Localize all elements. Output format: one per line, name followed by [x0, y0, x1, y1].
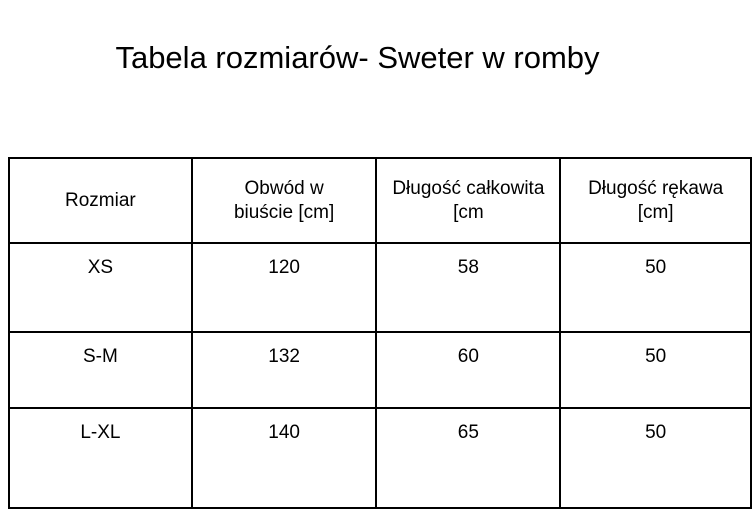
- cell-total-length: 58: [375, 242, 562, 333]
- column-header-total-length: Długość całkowita [cm: [375, 157, 562, 244]
- size-table: Rozmiar Obwód w biuście [cm] Długość cał…: [8, 157, 752, 509]
- cell-sleeve-length: 50: [559, 331, 752, 409]
- column-header-size: Rozmiar: [8, 157, 193, 244]
- cell-bust: 120: [190, 242, 378, 333]
- header-row: Rozmiar Obwód w biuście [cm] Długość cał…: [8, 157, 752, 244]
- table-row: XS 120 58 50: [8, 242, 752, 333]
- cell-total-length: 65: [375, 407, 562, 509]
- cell-sleeve-length: 50: [559, 242, 752, 333]
- column-header-sleeve-length: Długość rękawa [cm]: [559, 157, 752, 244]
- cell-bust: 132: [190, 331, 378, 409]
- cell-sleeve-length: 50: [559, 407, 752, 509]
- cell-size: S-M: [8, 331, 193, 409]
- table-row: S-M 132 60 50: [8, 331, 752, 409]
- cell-bust: 140: [190, 407, 378, 509]
- cell-size: L-XL: [8, 407, 193, 509]
- cell-size: XS: [8, 242, 193, 333]
- page-title: Tabela rozmiarów- Sweter w romby: [115, 40, 600, 75]
- table-row: L-XL 140 65 50: [8, 407, 752, 509]
- cell-total-length: 60: [375, 331, 562, 409]
- size-chart-page: { "title": "Tabela rozmiarów- Sweter w r…: [8, 40, 752, 509]
- column-header-bust: Obwód w biuście [cm]: [190, 157, 378, 244]
